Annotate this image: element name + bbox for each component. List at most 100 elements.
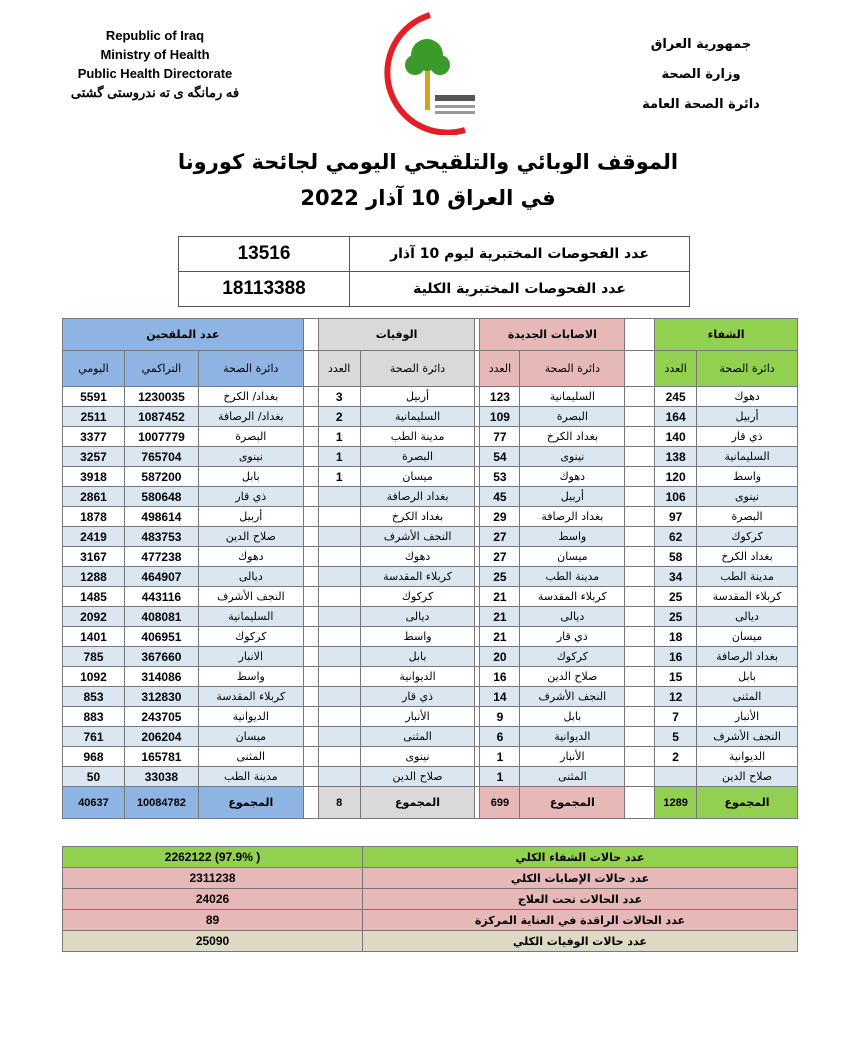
deaths-count [317,566,361,587]
vaccinated-daily: 2511 [62,406,125,427]
deaths-dept: كربلاء المقدسة [359,566,476,587]
report-title: الموقف الوبائي والتلقيحي اليومي لجائحة ك… [177,150,679,174]
table-row: السليمانية 138 نينوى 54 البصرة 1 نينوى 765704 32… [62,446,798,467]
cases-count: 21 [479,586,521,607]
cases-dept: مدينة الطب [519,566,626,587]
cases-count: 14 [479,686,521,707]
col-count: العدد [317,350,361,387]
deaths-dept: البصرة [359,446,476,467]
recovery-count: 5 [654,726,698,747]
english-header: Republic of Iraq Ministry of Health Publ… [60,26,250,102]
recovery-count: 7 [654,706,698,727]
table-row: الأنبار 7 بابل 9 الأنبار الديوانية 243705 883 [62,706,798,727]
cases-dept: البصرة [519,406,626,427]
vaccinated-dept: ديالى [197,566,304,587]
deaths-dept: ذي قار [359,686,476,707]
vaccinated-dept: صلاح الدين [197,526,304,547]
cases-count: 45 [479,486,521,507]
report-date: في العراق 10 آذار 2022 [300,186,556,210]
vaccinated-daily: 1092 [62,666,125,687]
total-label: المجموع [359,786,476,819]
cases-count: 20 [479,646,521,667]
table-row: بابل 15 صلاح الدين 16 الديوانية واسط 314086 109… [62,666,798,687]
deaths-header: الوفيات [317,318,476,351]
vaccinated-daily: 2092 [62,606,125,627]
deaths-dept: الديوانية [359,666,476,687]
vaccinated-dept: ذي قار [197,486,304,507]
deaths-count [317,486,361,507]
table-row: واسط 120 دهوك 53 ميسان 1 بابل 587200 3918 [62,466,798,487]
vaccinated-daily: 853 [62,686,125,707]
cases-count: 25 [479,566,521,587]
cases-total: 699 [479,786,521,819]
vaccinated-dept: الانبار [197,646,304,667]
deaths-dept: مدينة الطب [359,426,476,447]
recovery-dept: كركوك [696,526,798,547]
total-tests-row: عدد الفحوصات المختبرية الكلية 18113388 [178,271,690,307]
recovery-dept: دهوك [696,386,798,407]
recovery-count: 120 [654,466,698,487]
summary-value: 2311238 [62,867,363,889]
recovery-count: 34 [654,566,698,587]
recovery-header: الشفاء [654,318,798,351]
vaccinated-cumulative: 580648 [123,486,199,507]
vaccinated-daily: 3918 [62,466,125,487]
col-dept: دائرة الصحة [696,350,798,387]
cases-dept: بابل [519,706,626,727]
table-row: الديوانية 2 الأنبار 1 نينوى المثنى 165781 968 [62,746,798,767]
vaccinated-dept: بغداد/ الرصافة [197,406,304,427]
header-line: Public Health Directorate [77,66,233,81]
recovery-count: 245 [654,386,698,407]
recovery-dept: بغداد الكرخ [696,546,798,567]
governorate-table: الشفاء الاصابات الجديدة الوفيات عدد المل… [62,318,798,819]
deaths-dept: السليمانية [359,406,476,427]
table-row: ذي قار 140 بغداد الكرخ 77 مدينة الطب 1 البصرة 1… [62,426,798,447]
cases-count: 27 [479,546,521,567]
vaccinated-daily: 2419 [62,526,125,547]
vaccinated-daily: 3377 [62,426,125,447]
table-row: نينوى 106 أربيل 45 بغداد الرصافة ذي قار 580648… [62,486,798,507]
recovery-count: 97 [654,506,698,527]
vaccinated-cumulative: 1087452 [123,406,199,427]
cases-count: 16 [479,666,521,687]
cases-dept: صلاح الدين [519,666,626,687]
vaccinated-daily: 1878 [62,506,125,527]
deaths-dept: بغداد الرصافة [359,486,476,507]
deaths-count: 1 [317,426,361,447]
table-row: مدينة الطب 34 مدينة الطب 25 كربلاء المقدسة دي… [62,566,798,587]
recovery-dept: مدينة الطب [696,566,798,587]
recovery-total: 1289 [654,786,698,819]
vaccinated-daily: 3257 [62,446,125,467]
cases-dept: النجف الأشرف [519,686,626,707]
recovery-count: 138 [654,446,698,467]
vaccinated-daily: 968 [62,746,125,767]
recovery-count: 62 [654,526,698,547]
deaths-dept: الأنبار [359,706,476,727]
deaths-dept: أربيل [359,386,476,407]
recovery-dept: صلاح الدين [696,766,798,787]
cases-count: 9 [479,706,521,727]
cases-dept: المثنى [519,766,626,787]
cases-count: 27 [479,526,521,547]
cases-dept: السليمانية [519,386,626,407]
cases-dept: ذي قار [519,626,626,647]
vaccinated-cumulative: 498614 [123,506,199,527]
daily-tests-row: عدد الفحوصات المختبرية ليوم 10 آذار 13516 [178,236,690,272]
table-row: دهوك 245 السليمانية 123 أربيل 3 بغداد/ الكرخ 12… [62,386,798,407]
deaths-count [317,666,361,687]
vaccinated-dept: نينوى [197,446,304,467]
col-count: العدد [479,350,521,387]
total-label: المجموع [519,786,626,819]
col-dept: دائرة الصحة [197,350,304,387]
vaccinated-cumulative: 312830 [123,686,199,707]
recovery-count: 106 [654,486,698,507]
deaths-count [317,626,361,647]
vaccinated-cumulative: 367660 [123,646,199,667]
cases-dept: أربيل [519,486,626,507]
recovery-count: 25 [654,606,698,627]
summary-row: عدد حالات الوفيات الكلي 25090 [62,930,798,952]
vaccinated-dept: النجف الأشرف [197,586,304,607]
vaccinated-cumulative: 165781 [123,746,199,767]
summary-value: 24026 [62,888,363,910]
recovery-count: 58 [654,546,698,567]
